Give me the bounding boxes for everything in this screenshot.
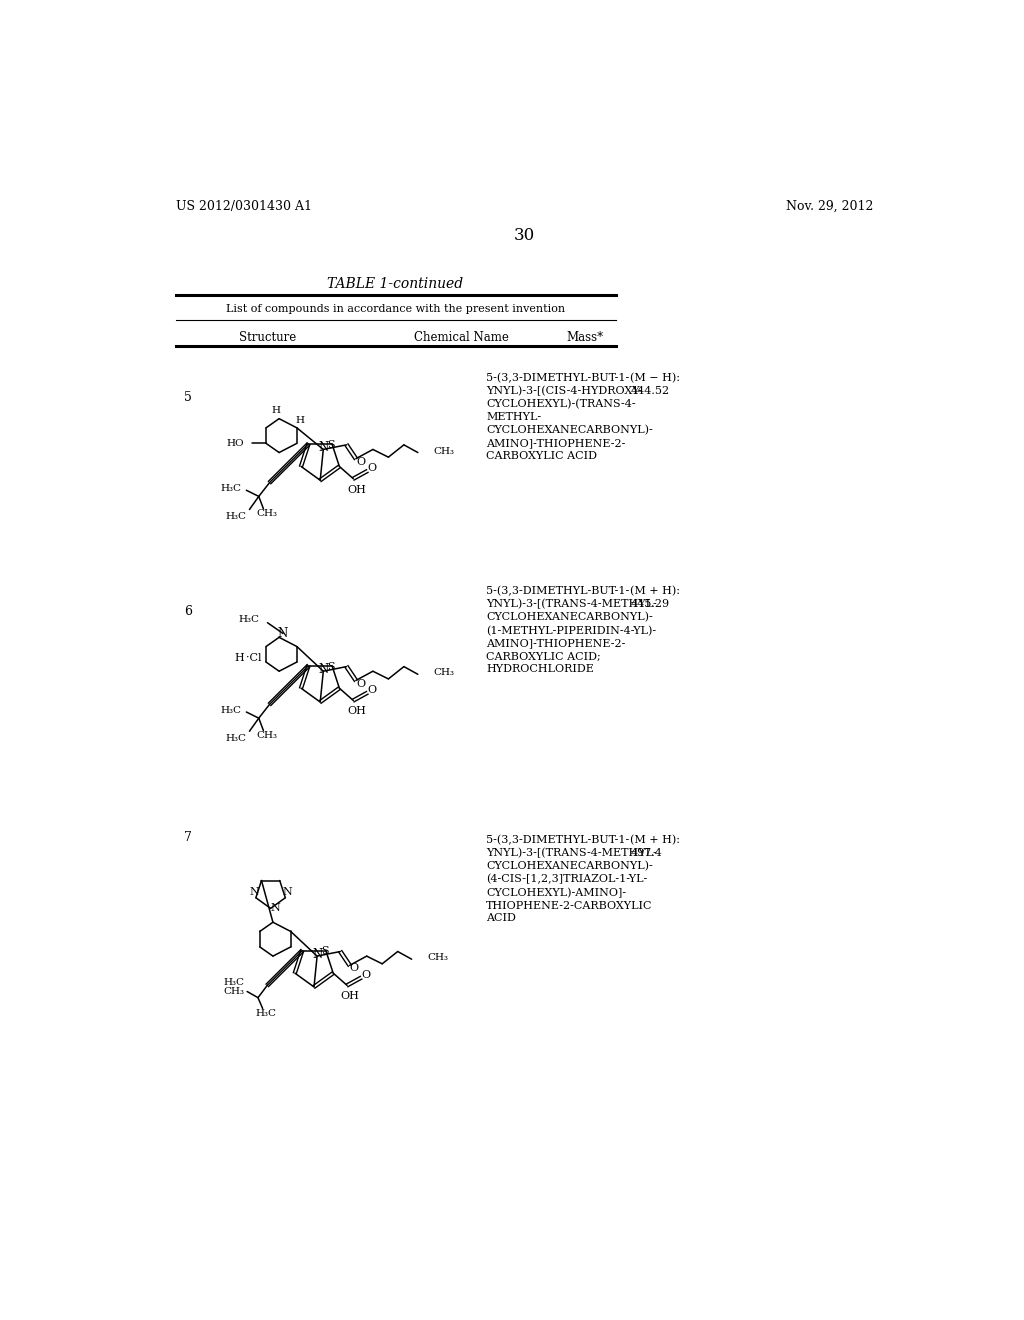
Text: O: O — [356, 457, 366, 467]
Text: 30: 30 — [514, 227, 536, 244]
Text: N: N — [282, 887, 292, 896]
Text: S: S — [328, 661, 335, 672]
Text: 5-(3,3-DIMETHYL-BUT-1-
YNYL)-3-[(TRANS-4-METHYL-
CYCLOHEXANECARBONYL)-
(4-CIS-[1: 5-(3,3-DIMETHYL-BUT-1- YNYL)-3-[(TRANS-4… — [486, 834, 656, 924]
Text: OH: OH — [347, 706, 366, 717]
Text: CH₃: CH₃ — [256, 730, 278, 739]
Text: O: O — [361, 970, 371, 979]
Text: O: O — [356, 678, 366, 689]
Text: CH₃: CH₃ — [223, 987, 244, 997]
Text: (M − H):
444.52: (M − H): 444.52 — [630, 372, 680, 396]
Text: H₃C: H₃C — [255, 1008, 276, 1018]
Text: N: N — [318, 663, 329, 676]
Text: O: O — [368, 463, 377, 473]
Text: H₃C: H₃C — [223, 978, 244, 987]
Text: N: N — [270, 903, 281, 913]
Text: 5: 5 — [183, 391, 191, 404]
Text: H₃C: H₃C — [221, 706, 242, 715]
Text: Mass*: Mass* — [566, 330, 604, 343]
Text: S: S — [322, 946, 329, 957]
Text: OH: OH — [341, 991, 359, 1001]
Text: 7: 7 — [183, 832, 191, 843]
Text: CH₃: CH₃ — [433, 668, 455, 677]
Text: O: O — [350, 964, 358, 973]
Text: CH₃: CH₃ — [427, 953, 449, 962]
Text: List of compounds in accordance with the present invention: List of compounds in accordance with the… — [226, 305, 565, 314]
Text: N: N — [250, 887, 259, 896]
Text: Nov. 29, 2012: Nov. 29, 2012 — [786, 199, 873, 213]
Text: H₃C: H₃C — [221, 484, 242, 494]
Text: O: O — [368, 685, 377, 694]
Text: HO: HO — [226, 438, 245, 447]
Text: ·Cl: ·Cl — [246, 653, 261, 663]
Text: H: H — [234, 653, 245, 663]
Text: (M + H):
497.4: (M + H): 497.4 — [630, 834, 680, 858]
Text: N: N — [312, 948, 323, 961]
Text: OH: OH — [347, 484, 366, 495]
Text: H: H — [271, 407, 281, 416]
Text: 6: 6 — [183, 605, 191, 618]
Text: Structure: Structure — [239, 330, 296, 343]
Text: CH₃: CH₃ — [256, 508, 278, 517]
Text: H₃C: H₃C — [225, 734, 247, 743]
Text: N: N — [278, 627, 288, 640]
Text: TABLE 1-continued: TABLE 1-continued — [328, 277, 464, 290]
Text: (M + H):
445.29: (M + H): 445.29 — [630, 586, 680, 609]
Text: Chemical Name: Chemical Name — [414, 330, 509, 343]
Text: H₃C: H₃C — [225, 512, 247, 521]
Text: N: N — [318, 441, 329, 454]
Text: H: H — [296, 416, 304, 425]
Text: 5-(3,3-DIMETHYL-BUT-1-
YNYL)-3-[(CIS-4-HYDROXY-
CYCLOHEXYL)-(TRANS-4-
METHYL-
CY: 5-(3,3-DIMETHYL-BUT-1- YNYL)-3-[(CIS-4-H… — [486, 372, 653, 461]
Text: 5-(3,3-DIMETHYL-BUT-1-
YNYL)-3-[(TRANS-4-METHYL-
CYCLOHEXANECARBONYL)-
(1-METHYL: 5-(3,3-DIMETHYL-BUT-1- YNYL)-3-[(TRANS-4… — [486, 586, 656, 675]
Text: S: S — [328, 440, 335, 450]
Text: US 2012/0301430 A1: US 2012/0301430 A1 — [176, 199, 312, 213]
Text: H₃C: H₃C — [239, 615, 260, 624]
Text: CH₃: CH₃ — [433, 446, 455, 455]
